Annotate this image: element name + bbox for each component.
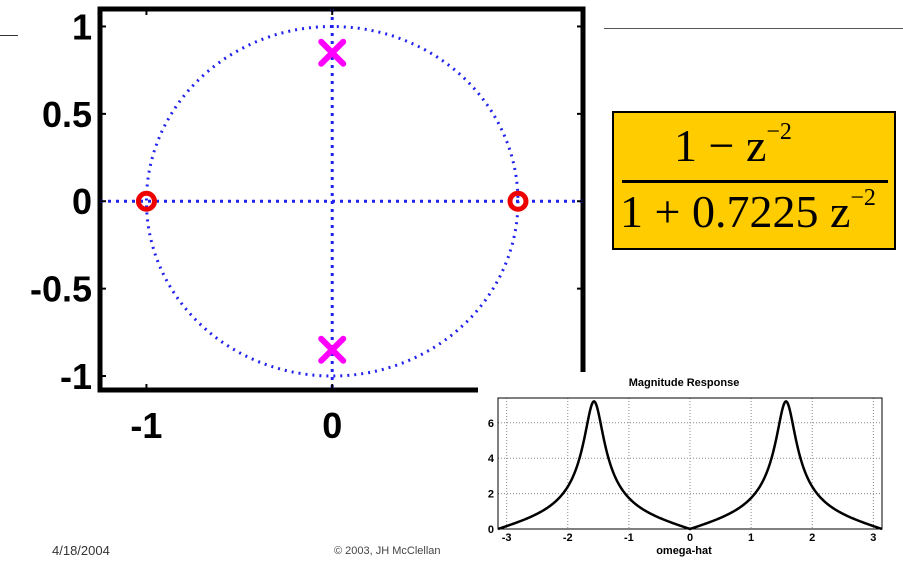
magnitude-y-tick-label: 2 <box>488 489 494 501</box>
pole-stroke <box>318 335 347 364</box>
y-tick-label: -1 <box>60 356 92 397</box>
zero-marker <box>507 190 529 212</box>
magnitude-grid <box>498 398 882 530</box>
formula-denominator-base: 1 + 0.7225 z <box>620 186 851 237</box>
magnitude-x-axis-label: omega-hat <box>656 545 712 557</box>
pole-zero-tick-labels: 1 0.5 0 -0.5 -1 -1 0 <box>30 6 342 446</box>
magnitude-x-tick-label: 0 <box>687 532 693 544</box>
slide-top-rule <box>0 35 18 36</box>
formula-numerator-base: 1 − z <box>674 120 767 171</box>
magnitude-curve <box>497 400 883 531</box>
formula-denominator: 1 + 0.7225 z−2 <box>620 185 876 238</box>
magnitude-labels: Magnitude Response -3 -2 -1 0 1 2 3 0 2 4 6 omega-ha… <box>488 377 877 557</box>
magnitude-x-tick-label: -2 <box>563 532 573 544</box>
magnitude-y-tick-label: 0 <box>488 524 494 536</box>
magnitude-x-tick-label: -3 <box>502 532 512 544</box>
magnitude-y-tick-label: 6 <box>488 418 494 430</box>
pole-marker <box>318 335 347 364</box>
y-tick-label: 0 <box>72 181 92 222</box>
magnitude-response-panel: Magnitude Response -3 -2 -1 0 1 2 3 0 2 4 6 omega-ha… <box>478 372 903 564</box>
magnitude-curve-group <box>497 400 883 531</box>
y-tick-label: 1 <box>72 6 92 47</box>
formula-numerator: 1 − z−2 <box>674 119 792 172</box>
magnitude-title: Magnitude Response <box>629 377 740 389</box>
pole-stroke <box>318 38 347 67</box>
x-tick-label: -1 <box>130 405 162 446</box>
y-tick-label: -0.5 <box>30 269 92 310</box>
unit-circle-path <box>144 24 520 378</box>
formula-fraction-bar <box>622 180 888 183</box>
magnitude-x-tick-label: 1 <box>748 532 754 544</box>
zero-marker <box>135 190 157 212</box>
formula-denominator-exponent: −2 <box>850 185 876 211</box>
pole-zero-plot: 1 0.5 0 -0.5 -1 -1 0 <box>30 6 586 446</box>
pole-zero-markers <box>135 38 529 364</box>
magnitude-x-tick-label: -1 <box>624 532 634 544</box>
footer-date: 4/18/2004 <box>52 543 110 558</box>
transfer-function-box: 1 − z−2 1 + 0.7225 z−2 <box>612 111 896 250</box>
magnitude-x-tick-label: 2 <box>809 532 815 544</box>
pole-marker <box>318 38 347 67</box>
magnitude-x-tick-label: 3 <box>870 532 876 544</box>
slide-title-rule <box>604 28 903 29</box>
magnitude-y-tick-label: 4 <box>488 453 495 465</box>
y-tick-label: 0.5 <box>42 94 92 135</box>
unit-circle <box>144 24 520 378</box>
footer-copyright: © 2003, JH McClellan <box>334 545 441 557</box>
formula-numerator-exponent: −2 <box>766 119 792 145</box>
x-tick-label: 0 <box>322 405 342 446</box>
plot-frame <box>97 6 586 393</box>
magnitude-response-chart: Magnitude Response -3 -2 -1 0 1 2 3 0 2 4 6 omega-ha… <box>488 377 883 557</box>
